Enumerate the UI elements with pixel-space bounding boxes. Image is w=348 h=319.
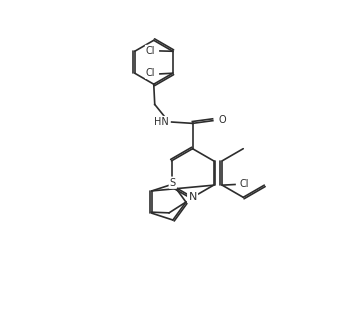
Text: Cl: Cl: [146, 46, 155, 56]
Text: N: N: [188, 192, 197, 202]
Text: O: O: [218, 115, 226, 125]
Text: Cl: Cl: [240, 179, 249, 189]
Text: HN: HN: [154, 117, 169, 127]
Text: Cl: Cl: [146, 68, 155, 78]
Text: S: S: [170, 178, 176, 188]
